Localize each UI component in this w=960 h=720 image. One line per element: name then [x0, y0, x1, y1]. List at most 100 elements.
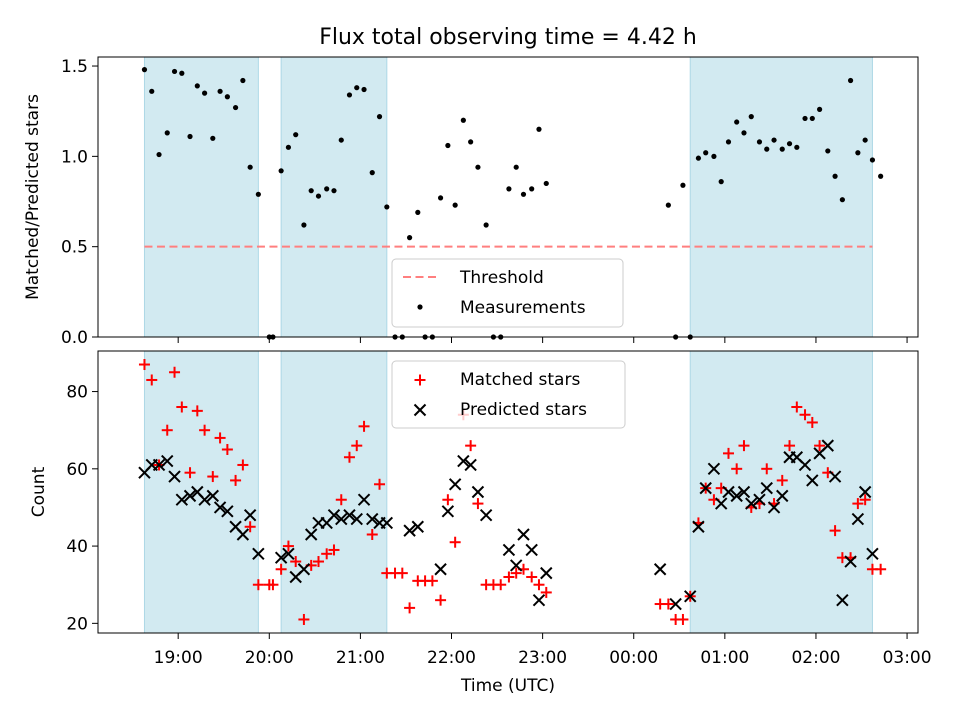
- shaded-interval: [689, 56, 873, 338]
- predicted-star-point: [152, 458, 166, 472]
- matched-star-point: [852, 498, 864, 510]
- shaded-interval: [280, 350, 388, 634]
- predicted-star-point: [851, 512, 865, 526]
- top-legend-box: [391, 258, 624, 328]
- predicted-stars-points: [138, 439, 879, 611]
- matched-star-point: [442, 494, 454, 506]
- predicted-star-point: [274, 551, 288, 564]
- matched-star-point: [275, 563, 287, 575]
- predicted-star-point: [168, 470, 181, 483]
- predicted-star-point: [653, 563, 667, 576]
- matched-stars-points: [138, 359, 887, 625]
- predicted-star-point: [457, 454, 470, 468]
- predicted-star-point: [806, 474, 819, 487]
- predicted-star-point: [357, 493, 371, 506]
- matched-star-point: [731, 463, 743, 475]
- predicted-star-point: [183, 489, 197, 503]
- predicted-star-point: [760, 481, 773, 495]
- matched-star-point: [503, 571, 515, 583]
- matched-star-point: [875, 563, 887, 575]
- predicted-star-point: [403, 524, 416, 537]
- measurement-point: [725, 139, 732, 145]
- matched-star-point: [321, 548, 333, 560]
- measurement-point: [869, 157, 876, 163]
- legend-measurements-swatch: [417, 304, 423, 310]
- matched-star-point: [510, 567, 522, 579]
- measurement-point: [247, 164, 253, 170]
- matched-star-point: [207, 471, 219, 483]
- measurement-point: [839, 197, 845, 203]
- predicted-star-point: [707, 462, 721, 476]
- bottom-y-axis: 20 40 60 80: [66, 383, 98, 634]
- predicted-star-point: [730, 489, 743, 503]
- shaded-interval: [689, 350, 873, 634]
- matched-star-point: [244, 521, 256, 533]
- measurement-point: [779, 146, 785, 152]
- legend-matched-swatch: [414, 374, 426, 386]
- bottom-shaded-intervals: [143, 350, 873, 634]
- measurement-point: [187, 133, 193, 140]
- matched-star-point: [358, 420, 370, 432]
- measurement-point: [445, 142, 451, 149]
- measurement-point: [384, 204, 390, 210]
- measurement-point: [285, 144, 292, 150]
- legend-predicted-label: Predicted stars: [460, 400, 587, 420]
- matched-star-point: [290, 556, 302, 568]
- measurement-point: [224, 94, 230, 100]
- shaded-interval: [143, 350, 259, 634]
- measurement-point: [817, 106, 823, 112]
- matched-star-point: [791, 401, 803, 413]
- measurement-point: [764, 146, 770, 152]
- matched-star-point: [761, 463, 773, 475]
- bottom-y-tick-label: 60: [66, 460, 88, 480]
- x-tick-label: 19:00: [154, 648, 203, 668]
- matched-star-point: [426, 575, 438, 587]
- matched-star-point: [282, 540, 294, 552]
- predicted-star-point: [699, 481, 712, 495]
- matched-star-point: [814, 440, 826, 452]
- measurement-point: [483, 222, 489, 228]
- bottom-y-tick-label: 20: [66, 614, 88, 634]
- matched-star-point: [335, 494, 347, 506]
- predicted-star-point: [502, 543, 516, 557]
- measurement-point: [665, 202, 671, 208]
- predicted-star-point: [161, 454, 174, 468]
- top-y-tick-label: 1.0: [61, 147, 88, 167]
- predicted-star-point: [304, 528, 318, 541]
- predicted-star-point: [252, 547, 265, 561]
- matched-star-point: [138, 359, 150, 371]
- matched-star-point: [374, 478, 386, 490]
- x-tick-label: 23:00: [518, 648, 567, 668]
- measurement-point: [361, 86, 367, 93]
- x-tick-label: 22:00: [427, 648, 476, 668]
- predicted-star-point: [411, 520, 425, 533]
- matched-star-point: [722, 447, 734, 459]
- matched-star-point: [169, 366, 181, 378]
- measurement-point: [862, 137, 868, 143]
- x-tick-label: 20:00: [245, 648, 294, 668]
- predicted-star-point: [866, 547, 879, 561]
- matched-star-point: [351, 440, 363, 452]
- predicted-star-point: [828, 470, 842, 483]
- predicted-star-point: [366, 512, 379, 526]
- matched-star-point: [298, 613, 310, 625]
- legend-predicted-swatch: [413, 403, 427, 417]
- predicted-star-point: [434, 563, 447, 576]
- measurement-point: [832, 173, 838, 179]
- predicted-star-point: [236, 528, 250, 541]
- measurement-point: [680, 182, 686, 188]
- predicted-star-point: [380, 516, 394, 530]
- measurement-point: [468, 139, 474, 145]
- predicted-star-point: [844, 555, 857, 568]
- matched-star-point: [199, 424, 211, 436]
- measurement-point: [194, 83, 200, 89]
- matched-star-point: [214, 432, 226, 444]
- bottom-legend-box: [391, 360, 626, 429]
- measurement-point: [460, 117, 466, 123]
- measurement-point: [255, 191, 261, 197]
- predicted-star-point: [684, 590, 697, 603]
- measurement-point: [748, 114, 754, 120]
- matched-star-point: [230, 474, 242, 486]
- matched-star-point: [776, 474, 788, 486]
